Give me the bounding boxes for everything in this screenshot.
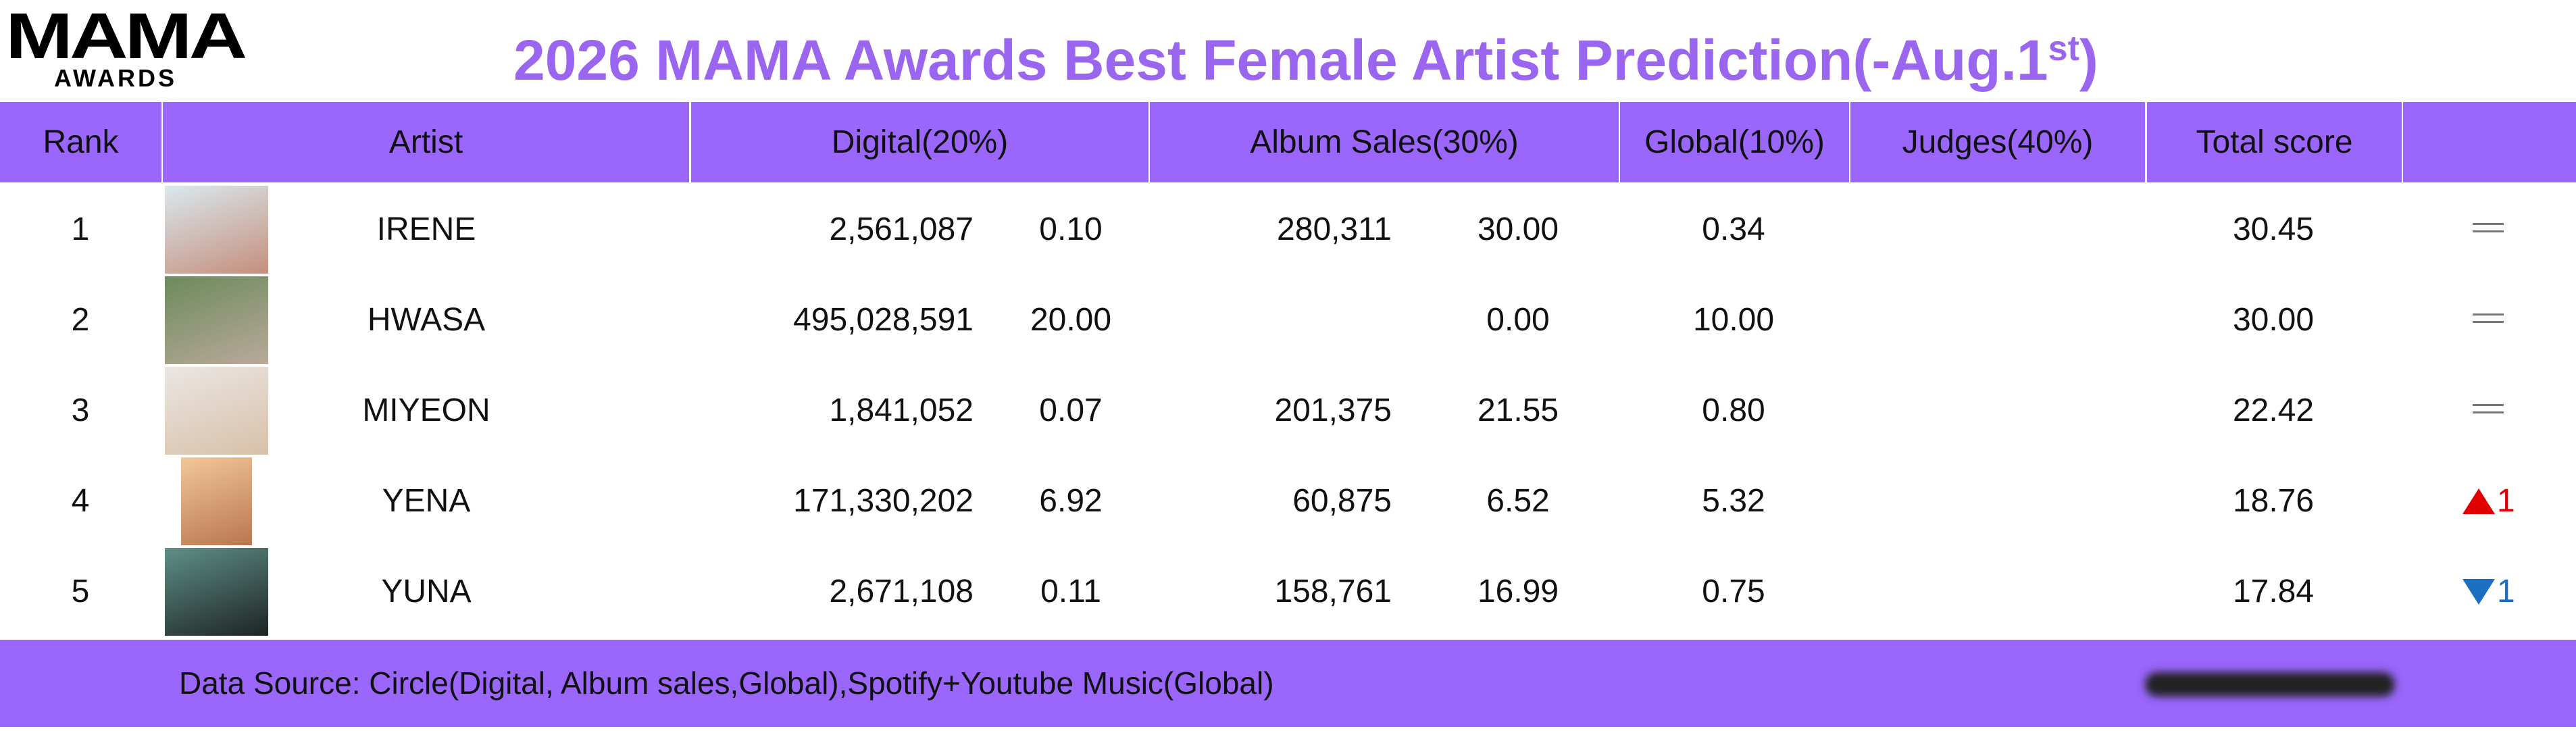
title: 2026 MAMA Awards Best Female Artist Pred… <box>513 15 2098 94</box>
album-sales: 201,375 <box>1274 393 1392 428</box>
album-score: 16.99 <box>1477 574 1559 609</box>
digital: 1,841,052 <box>829 393 974 428</box>
footer-source: Data Source: Circle(Digital, Album sales… <box>179 665 1274 701</box>
album-score: 30.00 <box>1477 211 1559 247</box>
album-score: 6.52 <box>1486 483 1550 519</box>
change-value: 1 <box>2497 574 2515 609</box>
no-change-icon <box>2473 223 2504 232</box>
artist-photo <box>165 186 268 274</box>
logo: MAMA <box>5 0 247 72</box>
digital: 495,028,591 <box>793 302 974 338</box>
rank: 3 <box>71 393 90 428</box>
down-arrow <box>2463 579 2495 605</box>
rank: 1 <box>71 211 90 247</box>
global: 10.00 <box>1692 302 1775 338</box>
album-score: 0.00 <box>1486 302 1550 338</box>
global: 0.80 <box>1702 393 1765 428</box>
rank: 4 <box>71 483 90 519</box>
artist: YENA <box>382 483 471 519</box>
digital-score: 0.07 <box>1039 393 1103 428</box>
digital-score: 0.11 <box>1040 574 1101 609</box>
up-arrow <box>2463 488 2495 514</box>
header-cell <box>2403 102 2576 182</box>
artist-photo <box>165 367 268 455</box>
column-header: Judges(40%) <box>1850 102 2145 182</box>
total-score: 17.84 <box>2232 574 2315 609</box>
column-header: Album Sales(30%) <box>1150 102 1619 182</box>
artist: HWASA <box>367 302 486 338</box>
total-score: 30.45 <box>2232 211 2315 247</box>
digital: 2,561,087 <box>829 211 974 247</box>
artist-photo <box>181 457 252 545</box>
artist: IRENE <box>376 211 476 247</box>
watermark <box>2145 672 2395 697</box>
total-score: 18.76 <box>2232 483 2315 519</box>
album-sales: 280,311 <box>1277 211 1392 247</box>
album-sales: 158,761 <box>1274 574 1392 609</box>
no-change-icon <box>2473 404 2504 413</box>
digital-score: 0.10 <box>1039 211 1103 247</box>
global: 0.75 <box>1702 574 1765 609</box>
logo-sub: AWARDS <box>54 64 178 92</box>
artist-photo <box>165 548 268 636</box>
artist-photo <box>165 276 268 364</box>
total-score: 22.42 <box>2232 393 2315 428</box>
title-sup: st <box>2048 29 2079 68</box>
global: 0.34 <box>1702 211 1765 247</box>
rank: 5 <box>71 574 90 609</box>
change-value: 1 <box>2497 483 2515 519</box>
title-text: 2026 MAMA Awards Best Female Artist Pred… <box>513 28 2048 92</box>
artist: MIYEON <box>362 393 490 428</box>
artist: YUNA <box>381 574 472 609</box>
album-score: 21.55 <box>1477 393 1559 428</box>
column-header: Rank <box>0 102 161 182</box>
column-header: Total score <box>2147 102 2402 182</box>
column-header: Global(10%) <box>1620 102 1849 182</box>
total-score: 30.00 <box>2232 302 2315 338</box>
column-header: Digital(20%) <box>691 102 1148 182</box>
global: 5.32 <box>1702 483 1765 519</box>
digital-score: 20.00 <box>1030 302 1112 338</box>
no-change-icon <box>2473 313 2504 323</box>
title-end: ) <box>2079 28 2098 92</box>
rank: 2 <box>71 302 90 338</box>
column-header: Artist <box>163 102 689 182</box>
album-sales: 60,875 <box>1292 483 1392 519</box>
digital-score: 6.92 <box>1039 483 1103 519</box>
digital: 2,671,108 <box>829 574 974 609</box>
digital: 171,330,202 <box>793 483 974 519</box>
